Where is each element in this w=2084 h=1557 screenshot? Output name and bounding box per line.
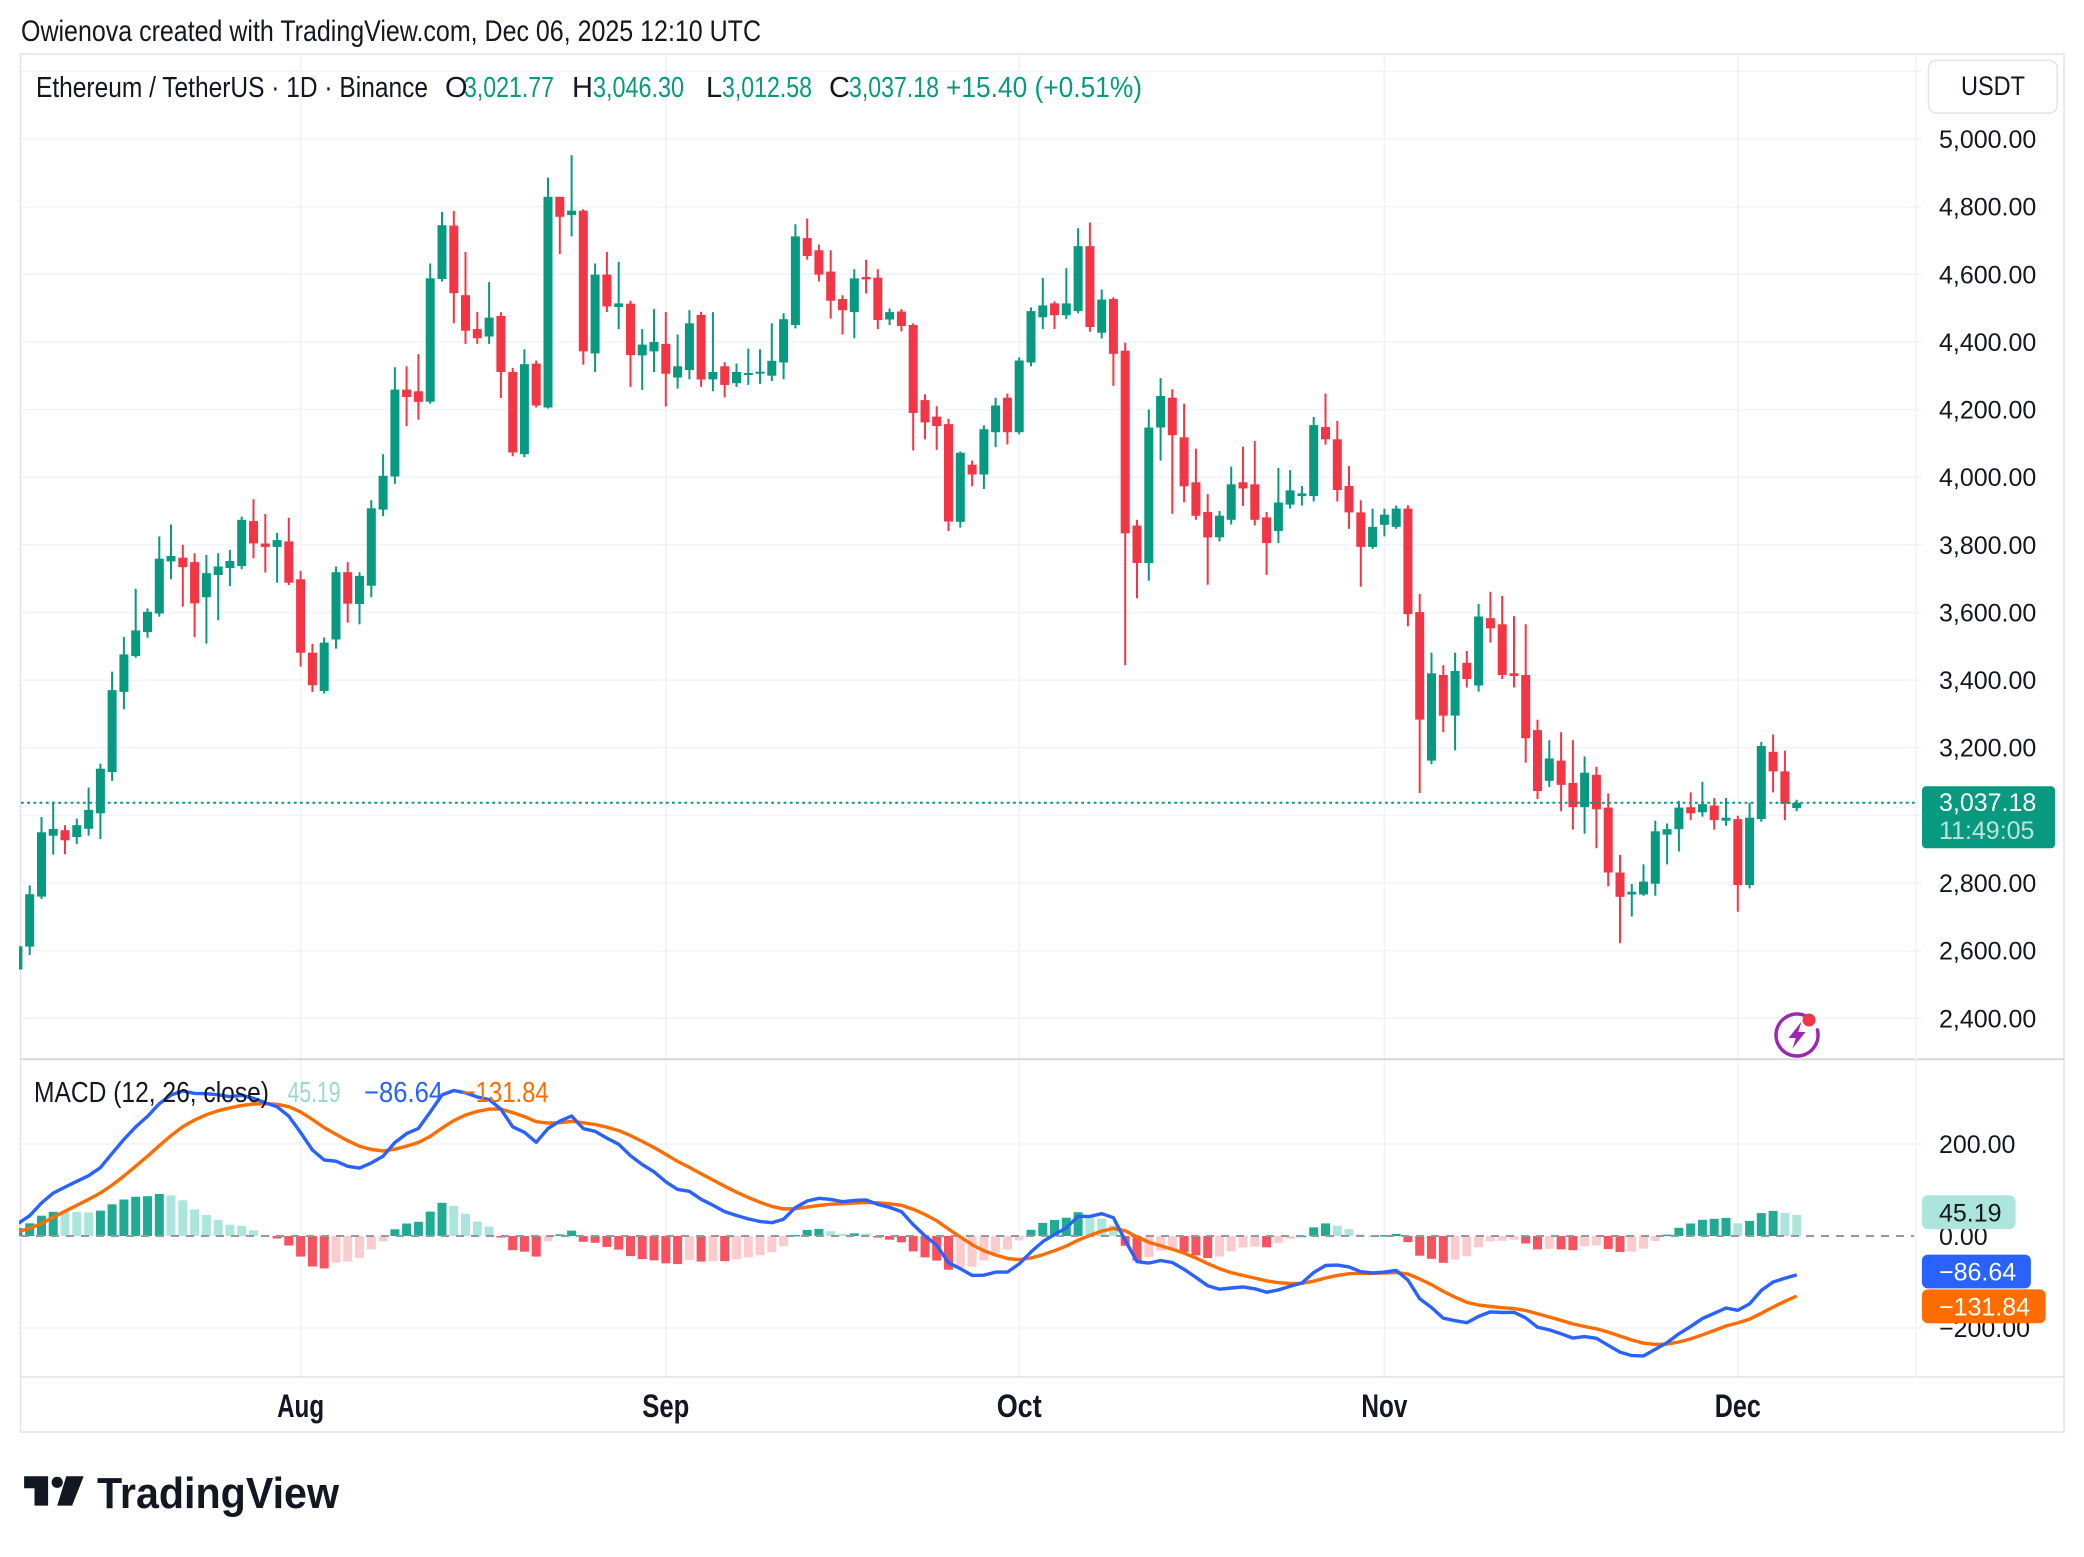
svg-text:−131.84: −131.84 bbox=[1939, 1294, 2030, 1322]
svg-text:4,800.00: 4,800.00 bbox=[1939, 194, 2036, 222]
svg-text:L: L bbox=[706, 72, 722, 104]
svg-text:3,037.18: 3,037.18 bbox=[1939, 789, 2036, 817]
svg-text:−86.64: −86.64 bbox=[364, 1077, 443, 1109]
svg-text:O: O bbox=[445, 72, 468, 104]
svg-text:2,400.00: 2,400.00 bbox=[1939, 1005, 2036, 1033]
svg-text:TradingView: TradingView bbox=[97, 1469, 340, 1518]
svg-text:−131.84: −131.84 bbox=[462, 1077, 549, 1109]
svg-text:3,012.58: 3,012.58 bbox=[722, 72, 812, 104]
svg-text:3,037.18: 3,037.18 bbox=[849, 72, 939, 104]
svg-text:3,600.00: 3,600.00 bbox=[1939, 600, 2036, 628]
svg-text:Dec: Dec bbox=[1715, 1388, 1761, 1424]
svg-text:3,200.00: 3,200.00 bbox=[1939, 735, 2036, 763]
svg-text:+15.40 (+0.51%): +15.40 (+0.51%) bbox=[946, 72, 1142, 104]
svg-text:Oct: Oct bbox=[997, 1388, 1042, 1424]
svg-text:Ethereum / TetherUS · 1D · Bin: Ethereum / TetherUS · 1D · Binance bbox=[36, 72, 428, 104]
svg-text:4,400.00: 4,400.00 bbox=[1939, 329, 2036, 357]
svg-text:Owienova created with TradingV: Owienova created with TradingView.com, D… bbox=[21, 15, 761, 48]
svg-text:3,021.77: 3,021.77 bbox=[464, 72, 554, 104]
svg-text:Aug: Aug bbox=[277, 1388, 324, 1424]
svg-text:3,400.00: 3,400.00 bbox=[1939, 667, 2036, 695]
svg-text:4,600.00: 4,600.00 bbox=[1939, 261, 2036, 289]
svg-text:2,800.00: 2,800.00 bbox=[1939, 870, 2036, 898]
svg-text:Sep: Sep bbox=[642, 1388, 689, 1424]
svg-text:200.00: 200.00 bbox=[1939, 1131, 2015, 1159]
svg-text:USDT: USDT bbox=[1961, 71, 2025, 101]
svg-text:MACD (12, 26, close): MACD (12, 26, close) bbox=[34, 1077, 269, 1109]
svg-text:C: C bbox=[829, 72, 850, 104]
svg-text:Nov: Nov bbox=[1361, 1388, 1407, 1424]
svg-text:2,600.00: 2,600.00 bbox=[1939, 938, 2036, 966]
svg-text:3,800.00: 3,800.00 bbox=[1939, 532, 2036, 560]
svg-text:45.19: 45.19 bbox=[288, 1077, 341, 1109]
svg-text:4,200.00: 4,200.00 bbox=[1939, 397, 2036, 425]
svg-text:4,000.00: 4,000.00 bbox=[1939, 464, 2036, 492]
svg-text:45.19: 45.19 bbox=[1939, 1199, 2002, 1227]
svg-text:5,000.00: 5,000.00 bbox=[1939, 126, 2036, 154]
svg-text:−86.64: −86.64 bbox=[1939, 1259, 2016, 1287]
svg-text:3,046.30: 3,046.30 bbox=[593, 72, 684, 104]
svg-text:H: H bbox=[572, 72, 593, 104]
svg-text:11:49:05: 11:49:05 bbox=[1939, 817, 2034, 845]
